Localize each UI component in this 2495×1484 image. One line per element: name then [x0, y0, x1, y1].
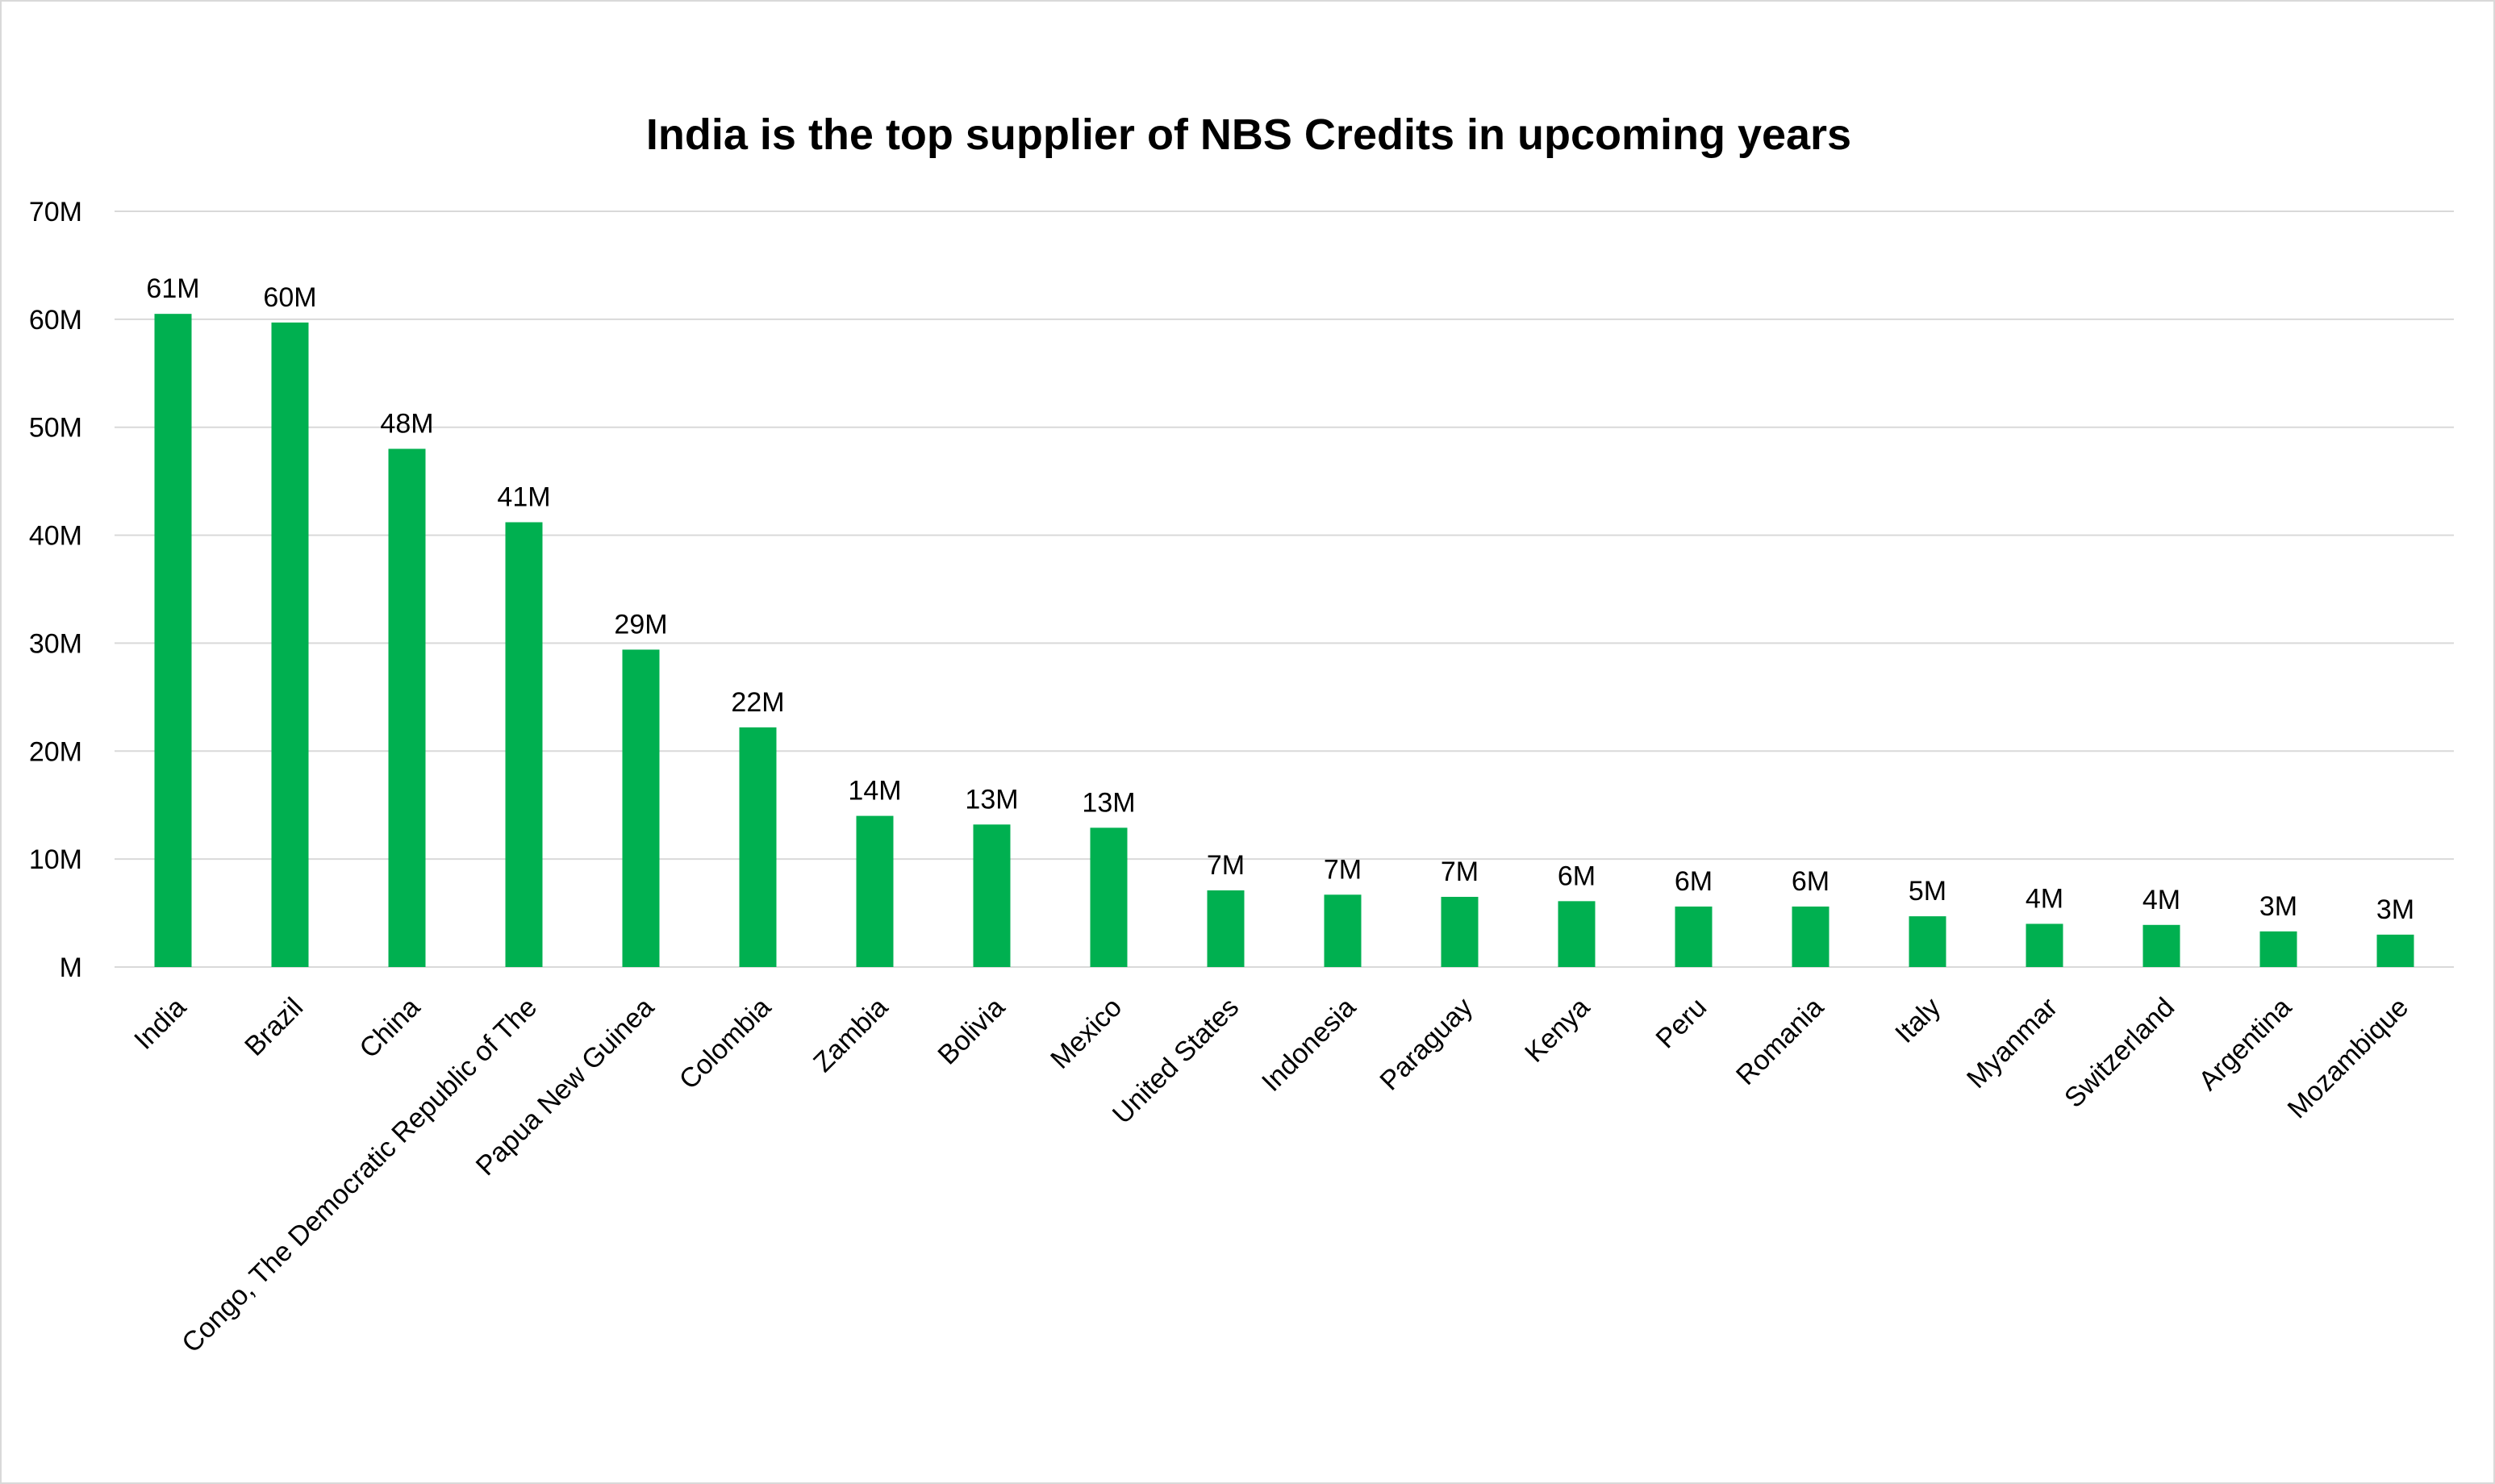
- bar: [154, 314, 192, 967]
- data-label: 7M: [1441, 857, 1479, 887]
- bar: [1558, 901, 1596, 967]
- x-tick-label: China: [353, 992, 426, 1065]
- x-tick-label: Peru: [1650, 992, 1713, 1055]
- data-label: 41M: [497, 482, 550, 513]
- x-tick-label: Romania: [1730, 992, 1830, 1091]
- bar: [739, 727, 777, 967]
- data-label: 6M: [1675, 866, 1713, 897]
- data-label: 5M: [1909, 876, 1946, 907]
- bar: [1207, 890, 1245, 967]
- data-label: 4M: [2026, 883, 2063, 914]
- data-label: 60M: [263, 282, 316, 313]
- y-axis-ticks: M 10M 20M 30M 40M 50M 60M 70M: [29, 197, 82, 983]
- data-label: 7M: [1324, 854, 1362, 885]
- chart-title: India is the top supplier of NBS Credits…: [646, 110, 1851, 159]
- bar: [271, 322, 309, 967]
- data-labels: 61M 60M 48M 41M 29M 22M 14M 13M 13M 7M 7M 7M 6M 6M 6M 5…: [146, 273, 2414, 925]
- bar: [2026, 923, 2063, 967]
- y-tick-label: M: [60, 953, 82, 983]
- data-label: 6M: [1792, 866, 1830, 897]
- x-tick-label: Zambia: [807, 992, 894, 1078]
- gridlines: [115, 211, 2454, 968]
- x-tick-label: Mexico: [1045, 992, 1128, 1075]
- bar: [1441, 896, 1479, 967]
- data-label: 48M: [380, 408, 433, 439]
- data-label: 13M: [965, 784, 1018, 815]
- bar: [1324, 894, 1362, 967]
- bar: [1792, 907, 1830, 967]
- data-label: 4M: [2142, 885, 2180, 915]
- bar: [2259, 931, 2297, 967]
- data-label: 22M: [731, 687, 784, 718]
- bar: [1090, 827, 1128, 967]
- x-tick-label: United States: [1107, 992, 1245, 1130]
- data-label: 14M: [848, 776, 901, 807]
- x-tick-label: India: [128, 992, 192, 1056]
- x-tick-label: Mozambique: [2282, 992, 2415, 1125]
- bar: [973, 824, 1011, 967]
- bar: [622, 649, 660, 967]
- y-tick-label: 70M: [29, 197, 82, 227]
- data-label: 13M: [1082, 787, 1135, 818]
- data-label: 6M: [1558, 861, 1596, 891]
- x-tick-label: Paraguay: [1374, 992, 1479, 1097]
- x-tick-label: Indonesia: [1256, 992, 1362, 1098]
- data-label: 3M: [2259, 891, 2297, 922]
- x-tick-label: Colombia: [674, 992, 777, 1095]
- x-tick-label: Kenya: [1519, 992, 1596, 1069]
- data-label: 3M: [2376, 894, 2414, 925]
- y-tick-label: 10M: [29, 844, 82, 875]
- x-tick-label: Bolivia: [932, 992, 1011, 1071]
- bar: [505, 522, 543, 967]
- x-tick-label: Italy: [1889, 992, 1946, 1049]
- bar: [1909, 916, 1946, 967]
- y-tick-label: 50M: [29, 413, 82, 444]
- x-tick-label: Switzerland: [2059, 992, 2180, 1114]
- x-tick-label: Argentina: [2193, 992, 2297, 1097]
- bar: [2376, 934, 2414, 967]
- y-tick-label: 30M: [29, 628, 82, 659]
- x-tick-label: Brazil: [239, 992, 309, 1062]
- x-tick-label: Myanmar: [1961, 992, 2063, 1094]
- data-label: 29M: [614, 609, 667, 640]
- y-tick-label: 20M: [29, 736, 82, 767]
- bar: [388, 448, 426, 967]
- data-label: 61M: [146, 273, 199, 304]
- bar: [2142, 924, 2180, 967]
- y-tick-label: 60M: [29, 305, 82, 336]
- data-label: 7M: [1207, 850, 1245, 881]
- y-tick-label: 40M: [29, 521, 82, 552]
- bar: [856, 815, 894, 967]
- bars: [154, 314, 2414, 967]
- bar: [1675, 907, 1713, 967]
